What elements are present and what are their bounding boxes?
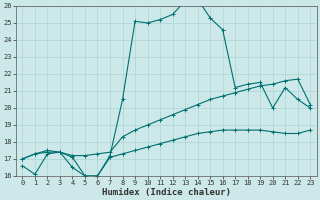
X-axis label: Humidex (Indice chaleur): Humidex (Indice chaleur) xyxy=(102,188,231,197)
